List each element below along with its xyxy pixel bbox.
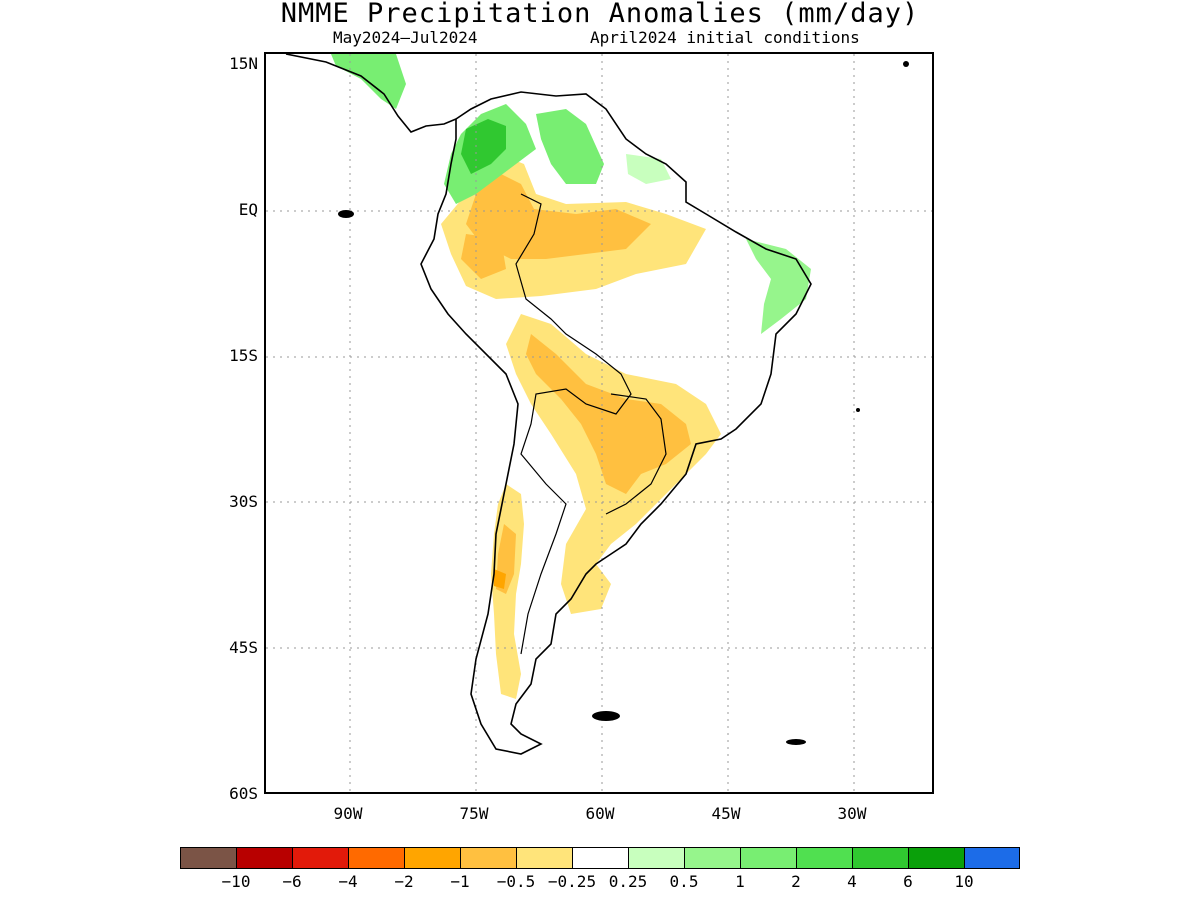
x-label-90w: 90W bbox=[333, 804, 363, 823]
wet-anomaly-ne-brazil bbox=[746, 239, 811, 334]
colorbar-tick-label: −2 bbox=[394, 872, 414, 891]
wet-anomaly-guyana bbox=[626, 154, 671, 184]
coastline-south-america bbox=[420, 91, 812, 755]
dry-anomaly-paraguay-medium bbox=[526, 334, 691, 494]
y-label-60s: 60S bbox=[229, 784, 258, 803]
colorbar-swatch bbox=[796, 847, 852, 869]
colorbar-tick-label: 1 bbox=[735, 872, 745, 891]
x-label-60w: 60W bbox=[585, 804, 615, 823]
colorbar-swatch bbox=[292, 847, 348, 869]
colorbar-tick-label: 6 bbox=[903, 872, 913, 891]
dry-anomaly-chile-strong bbox=[494, 569, 506, 589]
colorbar-swatch bbox=[404, 847, 460, 869]
anomaly-shading bbox=[331, 54, 811, 699]
dry-anomaly-chile-light bbox=[491, 484, 524, 699]
y-label-45s: 45S bbox=[229, 638, 258, 657]
map-gridlines bbox=[266, 54, 932, 792]
colorbar-tick-label: −1 bbox=[450, 872, 470, 891]
colorbar-swatch bbox=[180, 847, 236, 869]
trindade-island bbox=[856, 408, 860, 412]
colorbar-tick-label: −10 bbox=[221, 872, 251, 891]
colorbar-tick-label: −6 bbox=[282, 872, 302, 891]
x-label-30w: 30W bbox=[837, 804, 867, 823]
colorbar-tick-label: −0.5 bbox=[496, 872, 536, 891]
forecast-period: May2024–Jul2024 bbox=[333, 28, 478, 47]
x-label-45w: 45W bbox=[711, 804, 741, 823]
precipitation-anomaly-map bbox=[264, 52, 934, 794]
falkland-islands bbox=[592, 711, 620, 721]
colorbar-swatch bbox=[236, 847, 292, 869]
caribbean-island bbox=[903, 61, 909, 67]
colorbar-swatch bbox=[684, 847, 740, 869]
y-label-30s: 30S bbox=[229, 492, 258, 511]
colorbar-tick-label: 2 bbox=[791, 872, 801, 891]
dry-anomaly-paraguay-strong bbox=[596, 414, 656, 466]
colorbar bbox=[180, 847, 1020, 869]
colorbar-swatch bbox=[516, 847, 572, 869]
colorbar-tick-label: 4 bbox=[847, 872, 857, 891]
south-georgia bbox=[786, 739, 806, 745]
country-borders bbox=[515, 193, 632, 655]
y-label-15n: 15N bbox=[229, 54, 258, 73]
country-borders-2 bbox=[605, 393, 667, 515]
colorbar-swatch bbox=[460, 847, 516, 869]
islands bbox=[338, 61, 909, 745]
galapagos-islands bbox=[338, 210, 354, 218]
wet-anomaly-colombia-strong bbox=[461, 119, 506, 174]
colorbar-swatch bbox=[628, 847, 684, 869]
y-label-15s: 15S bbox=[229, 346, 258, 365]
colorbar-swatch bbox=[740, 847, 796, 869]
map-canvas bbox=[266, 54, 932, 792]
colorbar-tick-label: −4 bbox=[338, 872, 358, 891]
colorbar-tick-label: 0.5 bbox=[669, 872, 699, 891]
colorbar-tick-label: 10 bbox=[954, 872, 974, 891]
colorbar-swatch bbox=[572, 847, 628, 869]
x-label-75w: 75W bbox=[459, 804, 489, 823]
dry-anomaly-amazon-medium bbox=[466, 169, 651, 259]
colorbar-tick-label: 0.25 bbox=[608, 872, 648, 891]
y-label-eq: EQ bbox=[238, 200, 258, 219]
chart-title: NMME Precipitation Anomalies (mm/day) bbox=[280, 0, 920, 29]
colorbar-swatch bbox=[908, 847, 964, 869]
wet-anomaly-venezuela-medium bbox=[536, 109, 604, 184]
initial-conditions: April2024 initial conditions bbox=[590, 28, 860, 47]
colorbar-swatch bbox=[964, 847, 1020, 869]
coastline-central-america bbox=[285, 54, 457, 133]
colorbar-tick-label: −0.25 bbox=[547, 872, 597, 891]
coastlines bbox=[285, 54, 812, 755]
colorbar-swatch bbox=[348, 847, 404, 869]
colorbar-swatch bbox=[852, 847, 908, 869]
dry-anomaly-amazon-medium-2 bbox=[461, 234, 506, 279]
